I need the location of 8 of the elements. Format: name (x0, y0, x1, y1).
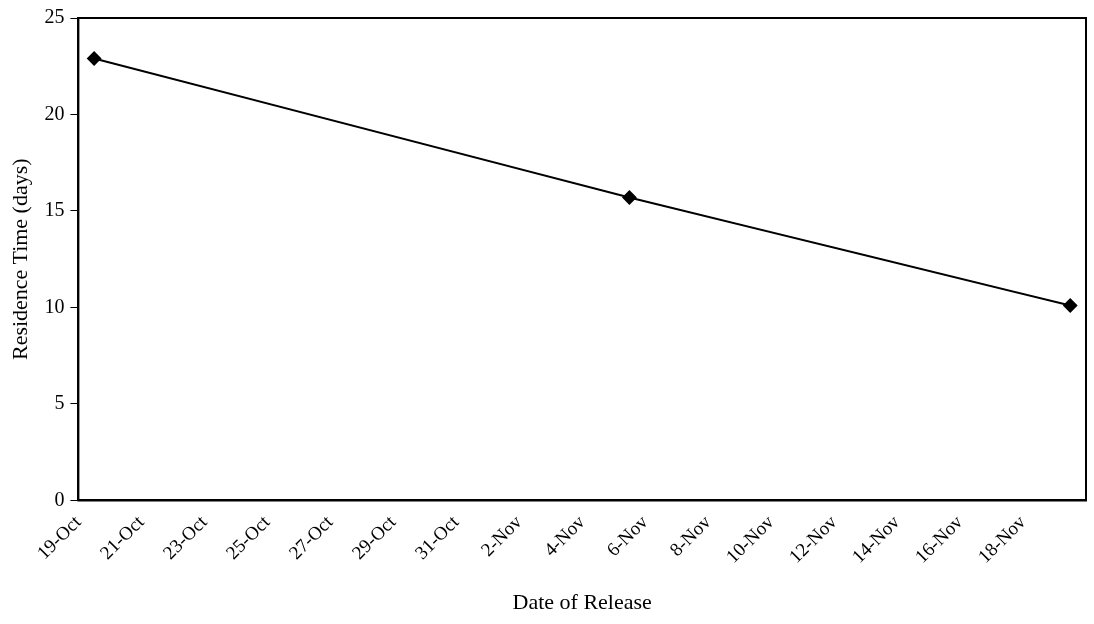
y-tick-label: 0 (54, 487, 65, 510)
y-tick-label: 15 (44, 198, 65, 221)
y-axis-title: Residence Time (days) (6, 158, 32, 361)
y-tick-label: 25 (44, 5, 65, 28)
y-tick-label: 5 (54, 391, 65, 414)
y-tick-label: 20 (44, 101, 65, 124)
x-axis-title: Date of Release (512, 588, 652, 614)
y-tick-label: 10 (44, 294, 65, 317)
